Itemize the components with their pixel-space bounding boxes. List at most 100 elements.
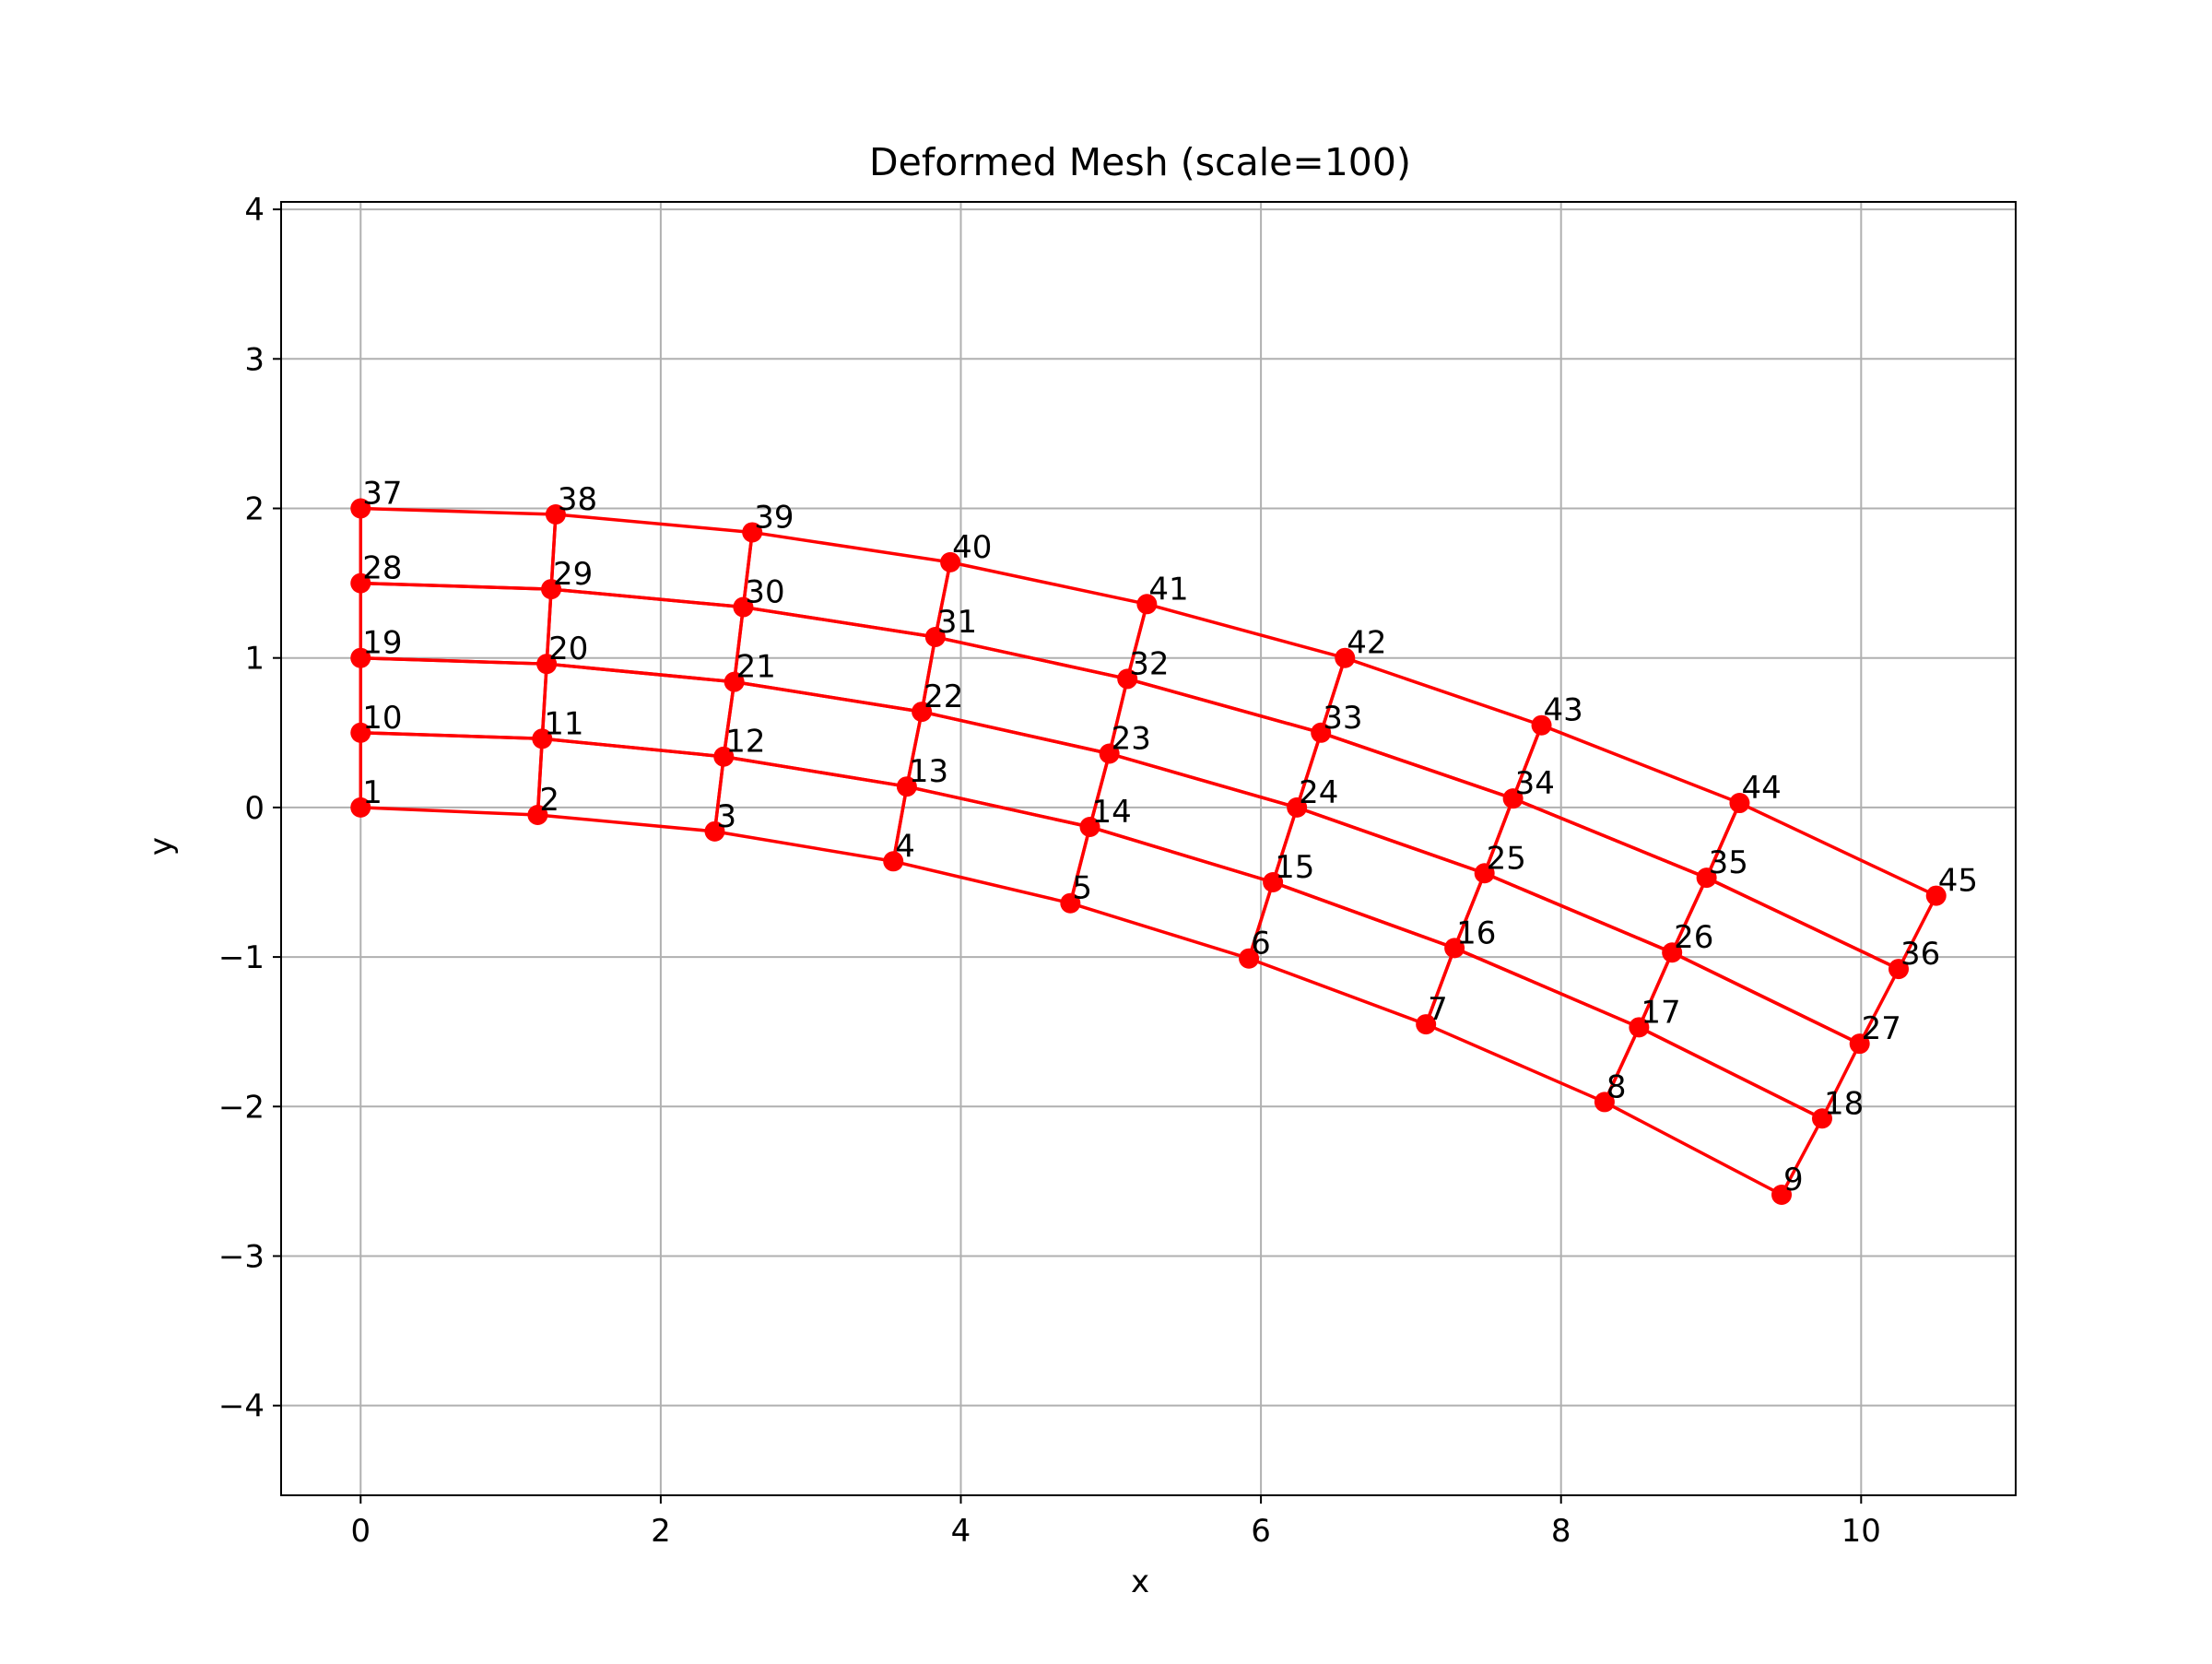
mesh-nodes xyxy=(350,498,1947,1205)
node-label: 3 xyxy=(717,798,737,835)
mesh-node xyxy=(1502,788,1524,809)
node-label: 13 xyxy=(909,753,948,790)
node-label: 15 xyxy=(1275,849,1314,886)
node-label: 43 xyxy=(1544,692,1583,729)
node-label: 45 xyxy=(1938,863,1978,900)
mesh-node xyxy=(733,596,754,618)
x-axis-title: x xyxy=(1131,1564,1149,1600)
y-tick-label: 4 xyxy=(244,192,265,229)
node-label: 25 xyxy=(1487,840,1526,877)
node-label: 36 xyxy=(1900,936,1940,973)
x-tick-label: 6 xyxy=(1251,1513,1271,1550)
y-tick-label: −2 xyxy=(218,1089,265,1126)
mesh-node xyxy=(350,498,371,519)
mesh-node xyxy=(350,572,371,594)
mesh-node xyxy=(704,820,725,842)
axes-frame xyxy=(280,201,2017,1496)
node-label: 34 xyxy=(1515,765,1555,802)
y-tick-label: 3 xyxy=(244,341,265,378)
node-label: 29 xyxy=(553,556,593,593)
node-label: 35 xyxy=(1709,844,1748,881)
mesh-node xyxy=(532,728,553,749)
y-tick-label: 0 xyxy=(244,790,265,827)
mesh-node xyxy=(1444,938,1465,959)
node-label: 24 xyxy=(1299,774,1338,811)
mesh-node xyxy=(1287,797,1308,818)
y-tick-label: 1 xyxy=(244,641,265,678)
node-label: 12 xyxy=(725,724,765,761)
node-label: 5 xyxy=(1072,870,1092,907)
mesh-node xyxy=(1696,867,1717,889)
node-label: 17 xyxy=(1641,994,1680,1031)
mesh-node xyxy=(1729,793,1750,814)
mesh-node xyxy=(896,776,917,797)
node-label: 11 xyxy=(544,705,583,742)
mesh-node xyxy=(545,503,566,525)
y-axis-title: y xyxy=(143,837,180,856)
node-label: 7 xyxy=(1428,991,1448,1028)
mesh-node xyxy=(1771,1184,1793,1205)
mesh-node xyxy=(940,551,961,572)
grid-lines xyxy=(281,202,2016,1495)
node-label: 8 xyxy=(1606,1068,1627,1105)
node-label: 40 xyxy=(952,529,992,566)
node-label: 27 xyxy=(1862,1010,1901,1047)
mesh-node xyxy=(1263,871,1284,892)
node-label: 30 xyxy=(745,574,784,611)
node-label: 37 xyxy=(362,476,402,513)
node-label: 21 xyxy=(736,649,776,686)
chart-title: Deformed Mesh (scale=100) xyxy=(869,140,1411,184)
y-tick-label: −4 xyxy=(218,1388,265,1425)
x-tick-label: 0 xyxy=(350,1513,371,1550)
node-label: 10 xyxy=(362,700,402,737)
node-label: 42 xyxy=(1347,625,1386,662)
mesh-node xyxy=(1629,1017,1650,1038)
mesh-node xyxy=(713,746,735,767)
node-label: 20 xyxy=(548,631,588,667)
node-label: 26 xyxy=(1674,919,1713,956)
x-tick-label: 4 xyxy=(951,1513,971,1550)
mesh-node xyxy=(1888,959,1910,980)
x-tick-label: 10 xyxy=(1841,1513,1881,1550)
mesh-node xyxy=(1060,892,1081,914)
mesh-node xyxy=(1662,942,1683,963)
node-label: 14 xyxy=(1092,794,1132,831)
node-label: 38 xyxy=(558,481,597,518)
mesh-node xyxy=(883,851,904,872)
x-tick-label: 8 xyxy=(1551,1513,1571,1550)
mesh-node xyxy=(1079,816,1100,837)
node-label: 19 xyxy=(362,625,402,662)
mesh-node xyxy=(527,805,548,826)
node-label: 28 xyxy=(362,550,402,587)
node-label: 1 xyxy=(362,774,382,811)
node-label: 18 xyxy=(1824,1085,1864,1122)
mesh-node xyxy=(1849,1033,1870,1055)
x-tick-label: 2 xyxy=(651,1513,671,1550)
mesh-node xyxy=(1335,647,1356,668)
node-label: 39 xyxy=(754,499,794,536)
node-label: 32 xyxy=(1129,645,1169,682)
node-label: 6 xyxy=(1251,926,1271,962)
node-label: 16 xyxy=(1456,915,1496,951)
mesh-node xyxy=(724,671,745,692)
mesh-node xyxy=(1311,722,1332,743)
y-tick-label: −3 xyxy=(218,1238,265,1275)
mesh-node xyxy=(1239,948,1260,969)
mesh-node xyxy=(1811,1108,1832,1129)
mesh-node xyxy=(536,654,558,675)
mesh-node xyxy=(924,626,946,647)
node-label: 2 xyxy=(539,782,559,819)
node-label: 23 xyxy=(1112,721,1151,758)
node-label: 31 xyxy=(937,604,977,641)
mesh-node xyxy=(541,579,562,600)
mesh-node xyxy=(350,797,371,818)
node-label: 9 xyxy=(1783,1162,1804,1198)
mesh-node xyxy=(350,722,371,743)
node-label: 22 xyxy=(924,679,963,715)
mesh-node xyxy=(1416,1014,1437,1035)
y-tick-label: 2 xyxy=(244,491,265,528)
